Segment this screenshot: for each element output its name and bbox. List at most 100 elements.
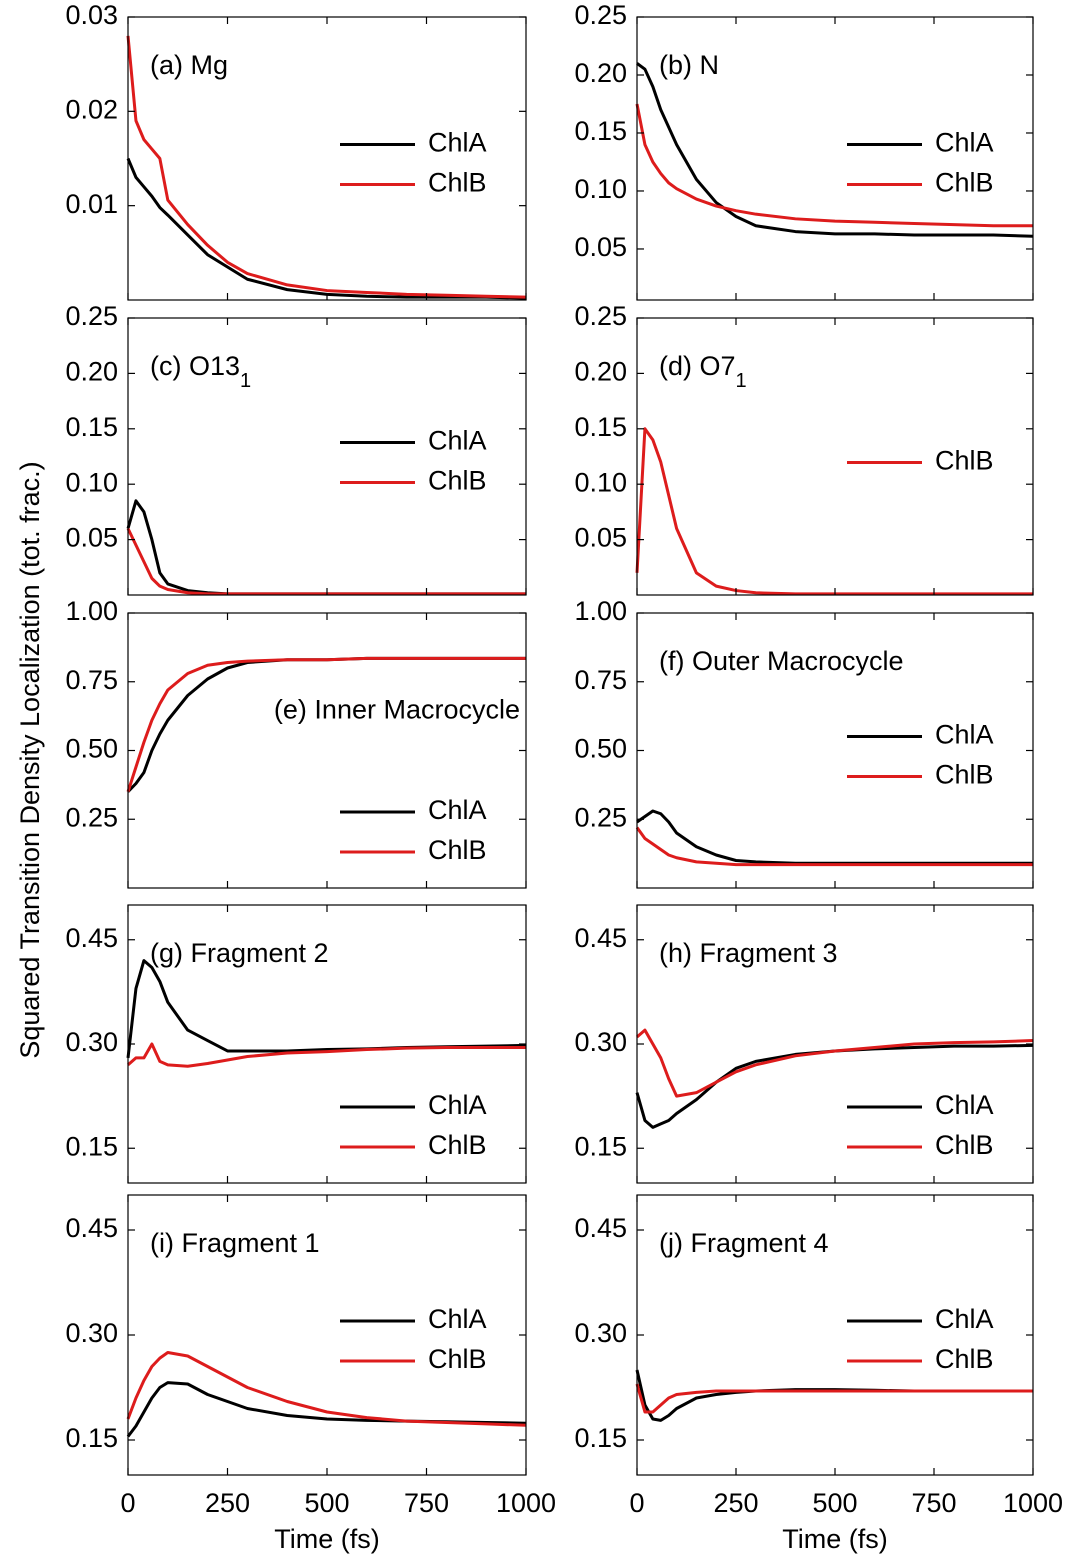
panel-title-subscript: 1 xyxy=(240,370,251,392)
y-tick-label: 0.25 xyxy=(574,0,627,30)
legend-label: ChlB xyxy=(428,1344,487,1374)
data-line xyxy=(636,62,1034,238)
y-tick-label: 0.10 xyxy=(574,174,627,204)
panel-title-text: (e) Inner Macrocycle xyxy=(274,695,520,725)
y-tick-label: 0.45 xyxy=(65,923,118,953)
legend-label: ChlA xyxy=(428,1090,487,1120)
data-line xyxy=(635,826,1033,867)
y-tick-label: 1.00 xyxy=(574,596,627,626)
panel-title-text: (i) Fragment 1 xyxy=(150,1228,320,1258)
y-tick-label: 0.45 xyxy=(574,923,627,953)
y-tick-label: 0.45 xyxy=(65,1213,118,1243)
legend-label: ChlB xyxy=(935,1344,994,1374)
y-tick-label: 0.25 xyxy=(574,802,627,832)
y-tick-label: 0.75 xyxy=(65,665,118,695)
legend-label: ChlA xyxy=(428,128,487,158)
y-tick-label: 0.10 xyxy=(574,467,627,497)
x-tick-label: 250 xyxy=(713,1488,758,1518)
y-tick-label: 0.30 xyxy=(65,1027,118,1057)
legend-label: ChlA xyxy=(935,1090,994,1120)
panel-title-text: (j) Fragment 4 xyxy=(659,1228,829,1258)
y-tick-label: 0.30 xyxy=(65,1318,118,1348)
y-tick-label: 0.05 xyxy=(574,232,627,262)
panel-title-subscript: 1 xyxy=(736,370,747,392)
y-tick-label: 0.10 xyxy=(65,467,118,497)
y-tick-label: 0.15 xyxy=(574,1423,627,1453)
data-line xyxy=(126,656,526,793)
data-line xyxy=(635,1043,1034,1129)
legend-label: ChlA xyxy=(935,128,994,158)
legend-label: ChlB xyxy=(935,1130,994,1160)
y-axis-label: Squared Transition Density Localization … xyxy=(15,461,45,1058)
legend-label: ChlB xyxy=(935,168,994,198)
y-tick-label: 0.50 xyxy=(65,734,118,764)
x-tick-label: 0 xyxy=(120,1488,135,1518)
data-line xyxy=(126,1381,527,1438)
data-line xyxy=(126,959,527,1059)
y-tick-label: 0.15 xyxy=(574,116,627,146)
y-tick-label: 0.25 xyxy=(65,301,118,331)
panel-title-text: (h) Fragment 3 xyxy=(659,938,838,968)
y-tick-label: 0.05 xyxy=(574,523,627,553)
panel-title: (e) Inner Macrocycle xyxy=(274,695,520,725)
data-line xyxy=(127,1042,526,1068)
y-tick-label: 0.30 xyxy=(574,1027,627,1057)
x-tick-label: 500 xyxy=(304,1488,349,1518)
legend-label: ChlB xyxy=(935,760,994,790)
data-line xyxy=(126,1351,527,1427)
panel-title: (b) N xyxy=(659,50,719,80)
panel-title: (g) Fragment 2 xyxy=(150,938,329,968)
y-tick-label: 0.45 xyxy=(574,1213,627,1243)
panel-title: (d) O71 xyxy=(659,351,747,392)
x-tick-label: 1000 xyxy=(496,1488,556,1518)
data-line xyxy=(636,809,1033,865)
x-tick-label: 0 xyxy=(629,1488,644,1518)
panel-title-text: (b) N xyxy=(659,50,719,80)
y-tick-label: 0.25 xyxy=(65,802,118,832)
y-tick-label: 0.15 xyxy=(574,412,627,442)
y-tick-label: 0.02 xyxy=(65,94,118,124)
panel-title-text: (d) O7 xyxy=(659,351,736,381)
data-line xyxy=(126,157,527,300)
legend-label: ChlA xyxy=(428,426,487,456)
data-line xyxy=(126,499,526,596)
legend-label: ChlA xyxy=(935,720,994,750)
x-tick-label: 750 xyxy=(911,1488,956,1518)
data-line xyxy=(126,656,526,793)
y-tick-label: 0.05 xyxy=(65,523,118,553)
x-tick-label: 250 xyxy=(205,1488,250,1518)
y-tick-label: 0.15 xyxy=(65,412,118,442)
panel-title-text: (f) Outer Macrocycle xyxy=(659,646,904,676)
panel-title: (f) Outer Macrocycle xyxy=(659,646,904,676)
legend-label: ChlB xyxy=(428,835,487,865)
legend-label: ChlB xyxy=(428,466,487,496)
legend-label: ChlA xyxy=(935,1304,994,1334)
panel-title-text: (c) O13 xyxy=(150,351,240,381)
y-tick-label: 0.20 xyxy=(574,58,627,88)
legend-label: ChlB xyxy=(428,168,487,198)
y-tick-label: 0.50 xyxy=(574,734,627,764)
y-tick-label: 1.00 xyxy=(65,596,118,626)
x-axis-label: Time (fs) xyxy=(274,1524,379,1554)
y-tick-label: 0.30 xyxy=(574,1318,627,1348)
y-tick-label: 0.15 xyxy=(65,1131,118,1161)
y-tick-label: 0.20 xyxy=(574,357,627,387)
legend-label: ChlB xyxy=(935,446,994,476)
data-line xyxy=(636,1028,1034,1098)
panel-title: (a) Mg xyxy=(150,50,228,80)
y-tick-label: 0.15 xyxy=(574,1131,627,1161)
x-tick-label: 750 xyxy=(404,1488,449,1518)
data-line xyxy=(635,1383,1033,1414)
panel-title: (i) Fragment 1 xyxy=(150,1228,320,1258)
x-axis-label: Time (fs) xyxy=(782,1524,887,1554)
y-tick-label: 0.25 xyxy=(574,301,627,331)
data-line xyxy=(126,527,526,596)
x-tick-label: 500 xyxy=(812,1488,857,1518)
panel-title-text: (g) Fragment 2 xyxy=(150,938,329,968)
legend-label: ChlA xyxy=(428,795,487,825)
legend-label: ChlB xyxy=(428,1130,487,1160)
panel-title: (j) Fragment 4 xyxy=(659,1228,829,1258)
data-line xyxy=(126,35,527,299)
panel-title: (c) O131 xyxy=(150,351,251,392)
